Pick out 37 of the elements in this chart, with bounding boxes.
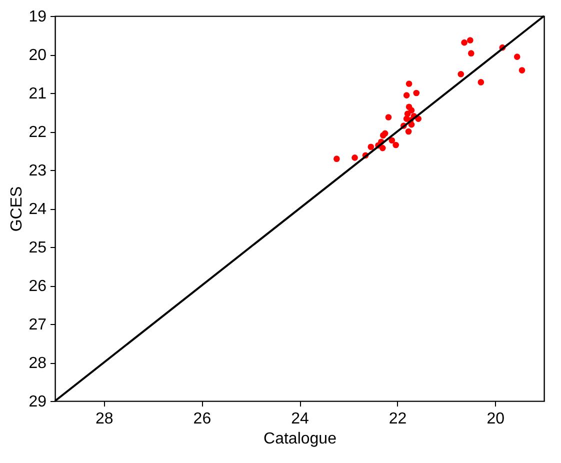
- point: [368, 144, 374, 150]
- point: [406, 80, 412, 87]
- point: [518, 67, 526, 74]
- point: [413, 90, 420, 96]
- point: [468, 50, 474, 56]
- x-tick-label: 22: [388, 410, 407, 428]
- y-tick-label: 28: [28, 355, 47, 372]
- point: [352, 154, 358, 161]
- y-tick-label: 23: [28, 162, 47, 180]
- y-tick-label: 20: [28, 47, 47, 64]
- y-tick-label: 29: [28, 394, 47, 410]
- point: [478, 79, 484, 86]
- x-axis-title: Catalogue: [264, 430, 337, 448]
- y-tick-label: 22: [28, 124, 47, 141]
- y-tick-label: 26: [28, 278, 47, 295]
- point: [514, 54, 520, 60]
- y-axis-title: GCES: [8, 186, 26, 232]
- y-tick-label: 21: [28, 86, 47, 102]
- x-tick-label: 24: [291, 410, 309, 428]
- point: [461, 39, 468, 46]
- x-tick-label: 20: [486, 410, 505, 428]
- y-tick-label: 19: [28, 8, 47, 26]
- point: [388, 137, 396, 144]
- point: [379, 144, 386, 152]
- point: [405, 128, 412, 135]
- point: [392, 142, 399, 148]
- point: [467, 37, 474, 44]
- point: [458, 70, 464, 78]
- point: [385, 114, 392, 120]
- x-tick-label: 28: [96, 410, 114, 428]
- point: [403, 92, 410, 98]
- y-tick-label: 24: [28, 201, 47, 218]
- point: [408, 107, 415, 114]
- y-tick-label: 25: [28, 240, 47, 256]
- x-tick-label: 26: [193, 410, 212, 428]
- point: [334, 156, 340, 162]
- y-tick-label: 27: [28, 316, 47, 334]
